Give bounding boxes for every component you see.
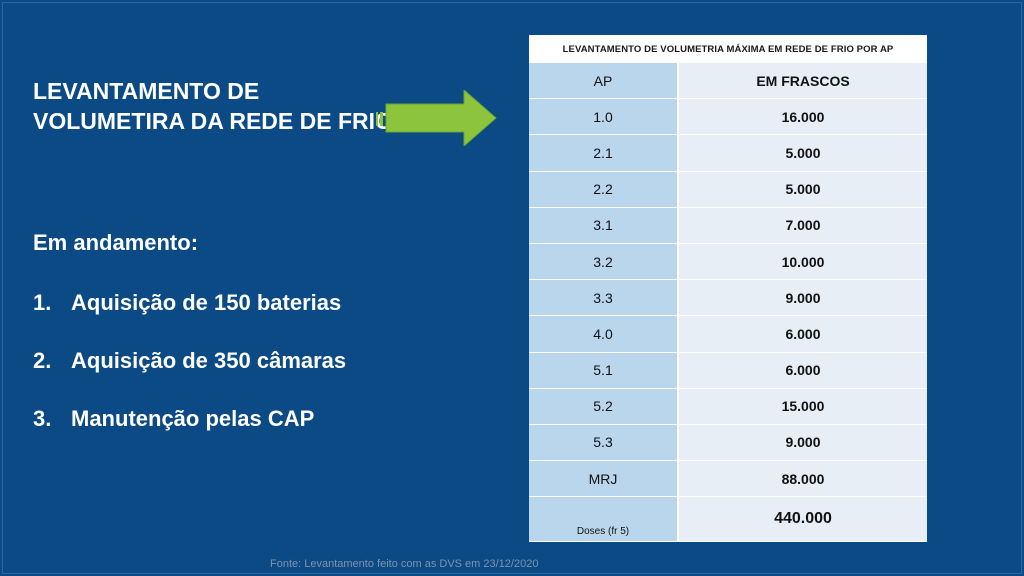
cell-value: 7.000	[678, 207, 927, 244]
cell-ap: 1.0	[529, 98, 679, 136]
table-row: MRJ 88.000	[529, 460, 927, 498]
table-row: 3.2 10.000	[529, 243, 927, 281]
cell-ap: Doses (fr 5)	[529, 496, 679, 543]
cell-ap: 5.2	[529, 388, 679, 425]
status-heading: Em andamento:	[33, 230, 199, 255]
cell-ap: MRJ	[529, 460, 679, 498]
cell-ap: 5.1	[529, 352, 679, 389]
header-value: EM FRASCOS	[678, 63, 927, 100]
cell-ap: 3.2	[529, 243, 679, 281]
cell-ap: 3.1	[529, 207, 679, 244]
volumetry-table: AP EM FRASCOS 1.0 16.000 2.1 5.000 2.2 5…	[529, 63, 927, 543]
cell-value: 440.000	[678, 496, 927, 543]
cell-value: 16.000	[678, 98, 927, 136]
list-text: Manutenção pelas CAP	[71, 406, 315, 431]
table-caption: LEVANTAMENTO DE VOLUMETRIA MÁXIMA EM RED…	[562, 43, 894, 55]
list-item: 2. Aquisição de 350 câmaras	[33, 348, 346, 406]
cell-ap: 2.2	[529, 171, 679, 208]
list-number: 2.	[33, 348, 52, 373]
cell-value: 9.000	[678, 424, 927, 462]
list-number: 3.	[33, 406, 52, 431]
cell-value: 5.000	[678, 171, 927, 208]
list-item: 3. Manutenção pelas CAP	[33, 406, 346, 464]
cell-ap: 2.1	[529, 134, 679, 172]
table-row: 5.2 15.000	[529, 388, 927, 425]
task-list: 1. Aquisição de 150 baterias 2. Aquisiçã…	[33, 290, 346, 464]
slide-title: LEVANTAMENTO DE VOLUMETIRA DA REDE DE FR…	[33, 78, 393, 134]
list-text: Aquisição de 350 câmaras	[71, 348, 347, 373]
cell-ap: 4.0	[529, 315, 679, 353]
cell-value: 5.000	[678, 134, 927, 172]
list-number: 1.	[33, 290, 52, 315]
cell-ap: 3.3	[529, 279, 679, 317]
table-row: 2.1 5.000	[529, 134, 927, 172]
cell-ap: 5.3	[529, 424, 679, 462]
table-row: 5.1 6.000	[529, 352, 927, 389]
list-item: 1. Aquisição de 150 baterias	[33, 290, 346, 348]
cell-value: 10.000	[678, 243, 927, 281]
cell-value: 88.000	[678, 460, 927, 498]
table-total-row: Doses (fr 5) 440.000	[529, 496, 927, 543]
table-row: 3.1 7.000	[529, 207, 927, 244]
table-row: 5.3 9.000	[529, 424, 927, 462]
source-note: Fonte: Levantamento feito com as DVS em …	[270, 558, 539, 570]
cell-value: 9.000	[678, 279, 927, 317]
table-row: 4.0 6.000	[529, 315, 927, 353]
arrow-right-icon	[376, 90, 497, 146]
table-row: 3.3 9.000	[529, 279, 927, 317]
cell-value: 6.000	[678, 315, 927, 353]
table-row: 2.2 5.000	[529, 171, 927, 208]
header-ap: AP	[529, 63, 679, 100]
table-row: 1.0 16.000	[529, 98, 927, 136]
list-text: Aquisição de 150 baterias	[71, 290, 342, 315]
volumetry-table-panel: LEVANTAMENTO DE VOLUMETRIA MÁXIMA EM RED…	[529, 35, 927, 543]
cell-value: 15.000	[678, 388, 927, 425]
cell-value: 6.000	[678, 352, 927, 389]
table-header-row: AP EM FRASCOS	[529, 63, 927, 100]
